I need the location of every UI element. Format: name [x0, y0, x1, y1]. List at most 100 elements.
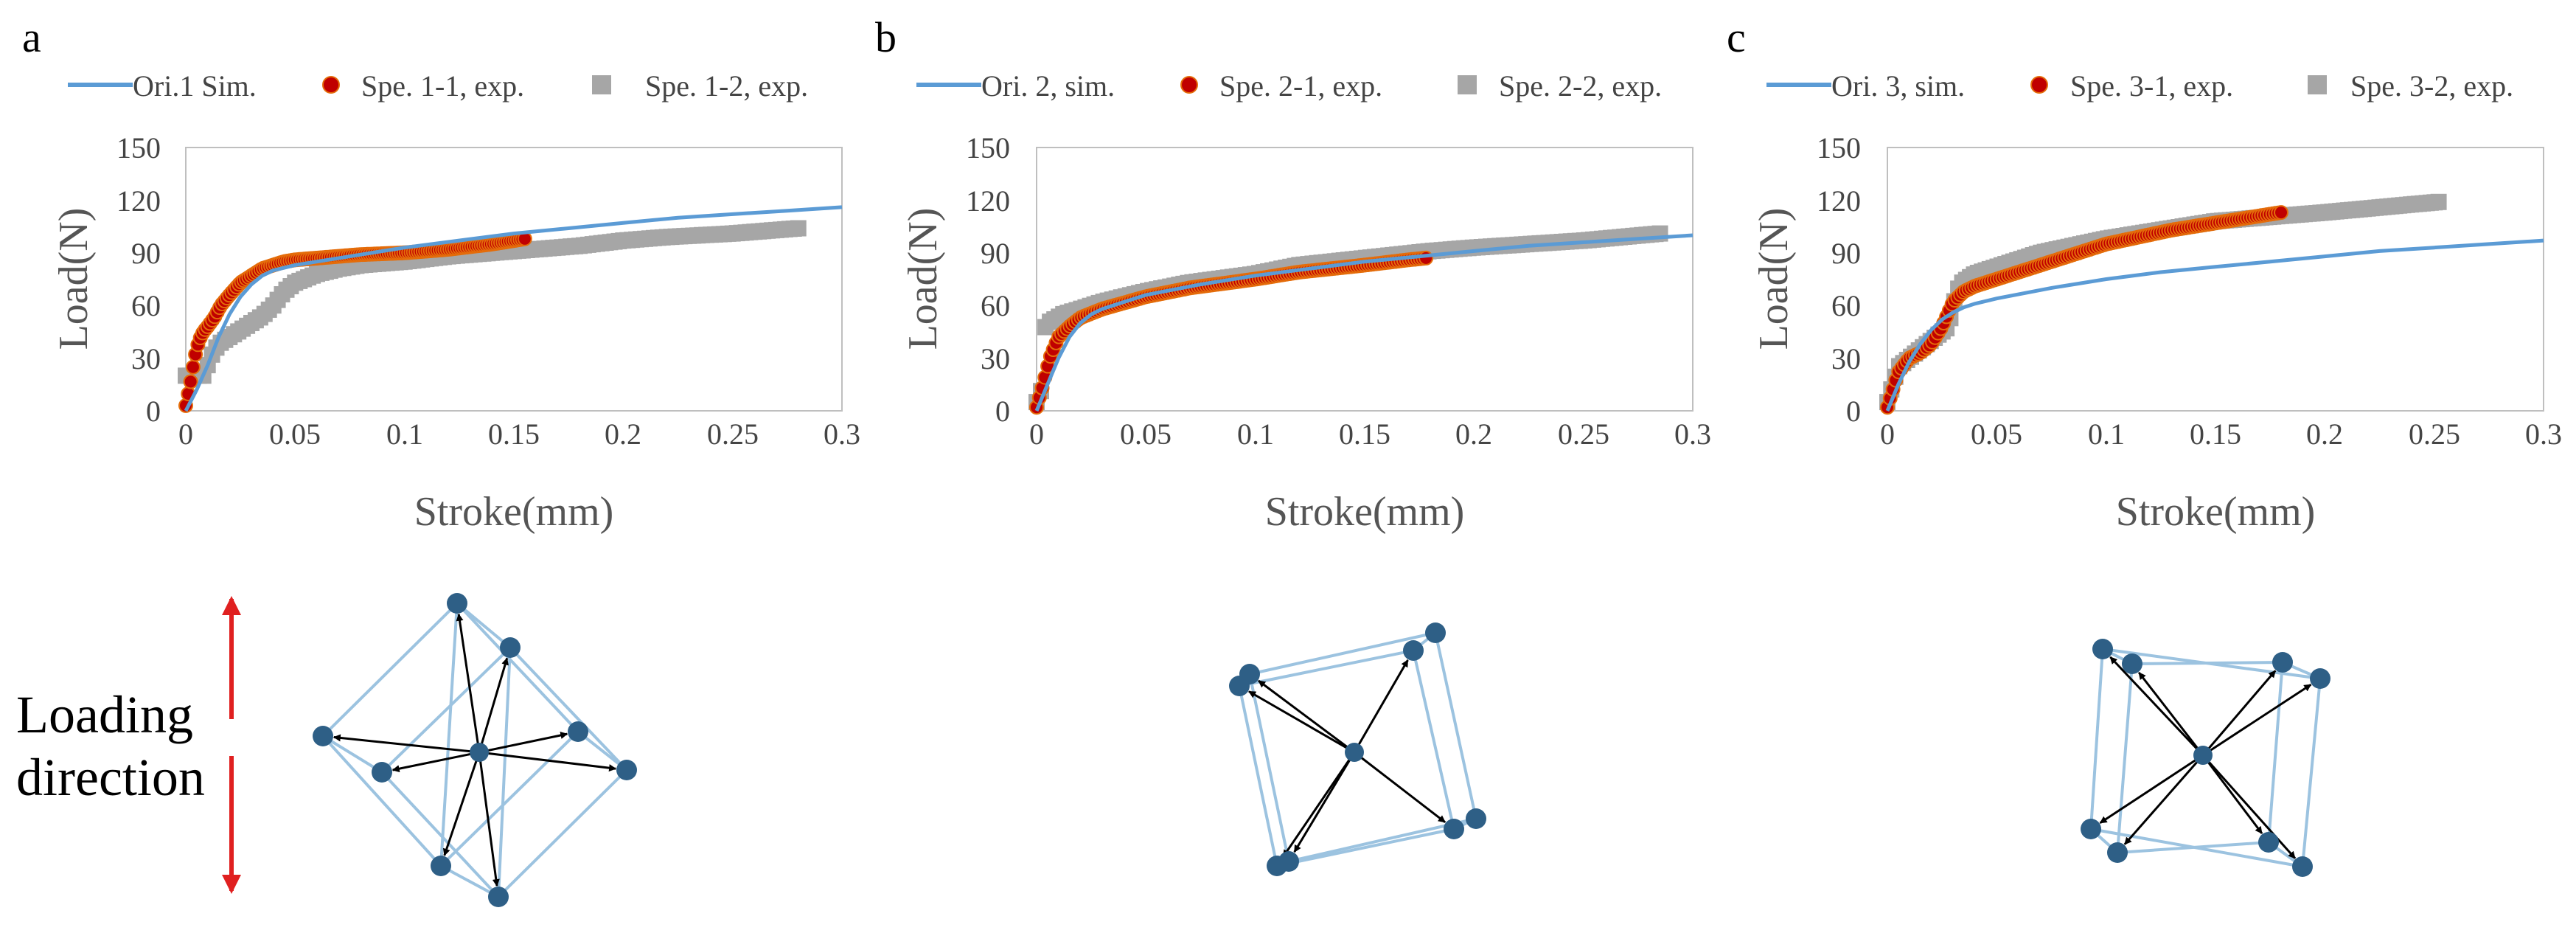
legend-label-exp1-c: Spe. 3-1, exp. — [2070, 69, 2233, 103]
y-tick-label: 60 — [981, 289, 1010, 322]
x-tick-label: 0 — [1029, 417, 1044, 451]
y-tick-label: 60 — [1831, 289, 1861, 322]
lattice-node — [2092, 639, 2113, 659]
slip-direction-arrow — [2201, 755, 2297, 859]
series-points-spe-2-2-exp- — [1028, 225, 1668, 411]
data-point — [790, 220, 807, 237]
legend-swatch-exp1-c — [2030, 76, 2048, 94]
legend-b: Ori. 2, sim. Spe. 2-1, exp. Spe. 2-2, ex… — [916, 69, 1662, 103]
legend-swatch-exp1-a — [322, 76, 340, 94]
slip-direction-arrow — [1258, 679, 1355, 754]
slip-direction-arrow — [456, 613, 481, 753]
y-tick-label: 90 — [131, 237, 161, 270]
y-tick-label: 150 — [966, 131, 1010, 164]
x-tick-label: 0.1 — [2088, 417, 2125, 451]
y-tick-label: 60 — [131, 289, 161, 322]
lattice-node — [1425, 622, 1446, 643]
lattice-edge — [509, 646, 628, 771]
legend-label-exp2-a: Spe. 1-2, exp. — [645, 69, 808, 103]
legend-label-exp1-a: Spe. 1-1, exp. — [361, 69, 524, 103]
x-ticks-b: 0 0.05 0.1 0.15 0.2 0.25 0.3 — [1029, 417, 1711, 451]
lattice-node — [2122, 653, 2142, 674]
lattice-node — [2081, 819, 2101, 839]
lattice-edge — [439, 730, 579, 867]
slip-direction-arrow — [2201, 755, 2263, 834]
lattice-node — [1229, 676, 1250, 696]
legend-label-sim-a: Ori.1 Sim. — [133, 69, 257, 103]
lattice-node — [488, 887, 509, 907]
plot-frame-a — [185, 147, 843, 412]
slip-direction-arrow — [478, 752, 500, 887]
lattice-edge — [1238, 685, 1278, 867]
y-axis-title-b: Load(N) — [900, 208, 946, 350]
y-tick-label: 0 — [146, 395, 161, 428]
data-point — [2430, 193, 2447, 210]
series-points-spe-1-1-exp- — [178, 231, 532, 413]
slip-direction-arrow — [478, 732, 568, 754]
lattice-node — [2258, 832, 2279, 853]
legend-a: Ori.1 Sim. Spe. 1-1, exp. Spe. 1-2, exp. — [68, 69, 808, 103]
legend-swatch-exp1-b — [1180, 76, 1198, 94]
data-point — [2274, 205, 2288, 221]
y-ticks-a: 0 30 60 90 120 150 — [116, 131, 161, 428]
legend-label-sim-b: Ori. 2, sim. — [981, 69, 1115, 103]
panel-letter-a: a — [22, 13, 41, 61]
lattice-node — [568, 721, 588, 742]
x-tick-label: 0.2 — [2306, 417, 2343, 451]
x-tick-label: 0.25 — [1558, 417, 1609, 451]
y-tick-label: 0 — [1846, 395, 1861, 428]
legend-swatch-exp2-a — [592, 75, 611, 94]
legend-label-sim-c: Ori. 3, sim. — [1831, 69, 1965, 103]
slip-direction-arrow — [1282, 752, 1356, 858]
slip-direction-arrow — [2202, 683, 2312, 757]
x-tick-label: 0.05 — [1971, 417, 2022, 451]
y-tick-label: 30 — [981, 342, 1010, 375]
panel-b: b Ori. 2, sim. Spe. 2-1, exp. Spe. 2-2, … — [875, 13, 1711, 535]
y-tick-label: 150 — [116, 131, 161, 164]
lattice-edge — [380, 771, 500, 898]
lattice-edge — [321, 735, 442, 867]
loading-label-line1: Loading — [16, 685, 193, 744]
legend-c: Ori. 3, sim. Spe. 3-1, exp. Spe. 3-2, ex… — [1766, 69, 2513, 103]
x-tick-label: 0.1 — [386, 417, 423, 451]
slip-direction-arrow — [2109, 656, 2204, 757]
series-b — [1028, 225, 1693, 415]
loading-label-line2: direction — [16, 748, 205, 807]
panel-a: a Ori.1 Sim. Spe. 1-1, exp. Spe. 1-2, ex… — [22, 13, 860, 535]
y-tick-label: 120 — [1817, 184, 1861, 218]
x-tick-label: 0.15 — [488, 417, 540, 451]
x-tick-label: 0 — [178, 417, 193, 451]
y-tick-label: 30 — [1831, 342, 1861, 375]
lattice-edge — [380, 646, 512, 774]
series-line-ori-3-sim- — [1885, 238, 2544, 412]
slip-direction-arrow — [2201, 670, 2277, 756]
x-tick-label: 0 — [1880, 417, 1895, 451]
lattice-edge — [321, 735, 383, 774]
slip-direction-arrow — [333, 734, 480, 754]
series-c — [1879, 193, 2544, 415]
x-tick-label: 0.3 — [2525, 417, 2562, 451]
slip-direction-arrow — [478, 657, 509, 753]
x-tick-label: 0.1 — [1237, 417, 1274, 451]
lattice-node — [616, 760, 637, 780]
lattice-edge — [497, 769, 628, 898]
lattice-edge — [2089, 648, 2104, 830]
slip-direction-arrow — [1248, 690, 1355, 754]
crystal-diagram-c — [2081, 639, 2330, 877]
data-point — [183, 374, 198, 389]
lattice-node — [1444, 819, 1464, 839]
lattice-node — [372, 762, 392, 783]
legend-label-exp1-b: Spe. 2-1, exp. — [1219, 69, 1382, 103]
lattice-edge — [1249, 631, 1436, 676]
x-tick-label: 0.2 — [605, 417, 641, 451]
lattice-node — [1403, 640, 1424, 661]
lattice-edge — [1412, 650, 1455, 830]
series-a — [178, 205, 843, 413]
lattice-edge — [1434, 632, 1477, 819]
slip-direction-arrow — [391, 751, 480, 773]
slip-direction-arrow — [2138, 671, 2204, 756]
y-tick-label: 90 — [981, 237, 1010, 270]
lattice-node — [1267, 856, 1287, 876]
panel-letter-c: c — [1727, 13, 1746, 61]
